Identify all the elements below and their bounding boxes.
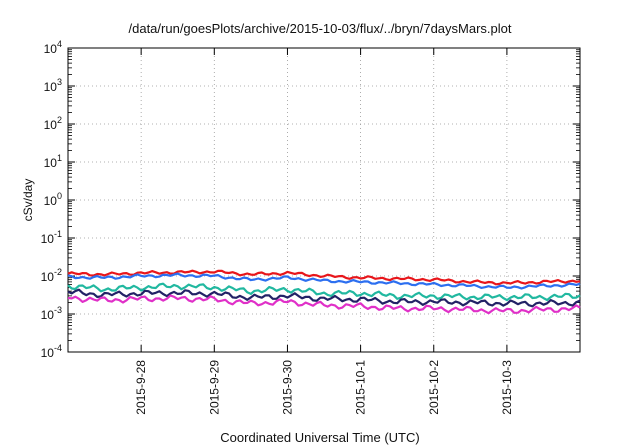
y-tick-label: 101 xyxy=(44,153,62,170)
series-line-4 xyxy=(67,288,581,308)
y-tick-label: 10-2 xyxy=(41,267,62,284)
series-line-5 xyxy=(67,294,581,315)
chart-title: /data/run/goesPlots/archive/2015-10-03/f… xyxy=(128,21,512,36)
x-tick-label: 2015-10-3 xyxy=(500,360,514,415)
x-axis-label: Coordinated Universal Time (UTC) xyxy=(220,430,420,445)
y-tick-label: 10-1 xyxy=(41,229,62,246)
y-tick-label: 104 xyxy=(44,39,62,56)
y-tick-label: 103 xyxy=(44,77,62,94)
series-line-1 xyxy=(67,269,581,286)
x-tick-label: 2015-9-29 xyxy=(207,360,221,415)
x-tick-label: 2015-9-30 xyxy=(280,360,294,415)
y-axis-label: cSv/day xyxy=(21,178,35,222)
x-tick-label: 2015-10-2 xyxy=(427,360,441,415)
y-tick-label: 100 xyxy=(44,191,62,208)
y-tick-label: 10-3 xyxy=(41,305,62,322)
x-tick-label: 2015-10-1 xyxy=(354,360,368,415)
y-tick-label: 10-4 xyxy=(41,343,62,360)
x-tick-label: 2015-9-28 xyxy=(134,360,148,415)
y-tick-label: 102 xyxy=(44,115,62,132)
series-line-3 xyxy=(67,282,581,302)
series-line-2 xyxy=(67,272,581,290)
